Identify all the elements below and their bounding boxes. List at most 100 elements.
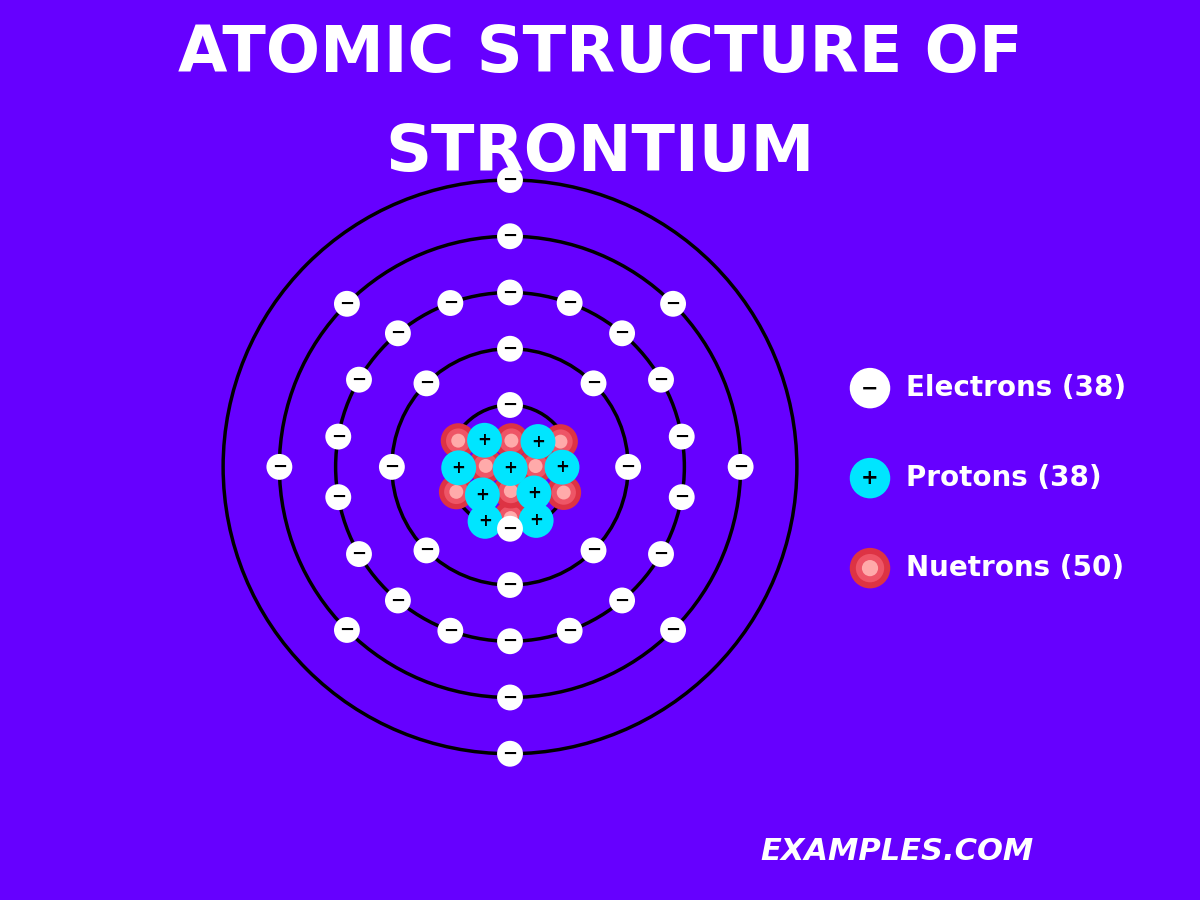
Circle shape: [499, 428, 523, 453]
Circle shape: [581, 371, 606, 396]
Circle shape: [544, 424, 578, 459]
Text: −: −: [666, 621, 680, 639]
Circle shape: [414, 537, 439, 563]
Text: +: +: [529, 511, 544, 529]
Circle shape: [346, 367, 372, 392]
Circle shape: [493, 451, 528, 486]
Circle shape: [497, 741, 523, 767]
Text: +: +: [503, 460, 517, 478]
Text: −: −: [352, 371, 366, 389]
Text: −: −: [503, 632, 517, 650]
Circle shape: [546, 475, 581, 510]
Circle shape: [552, 481, 576, 505]
Circle shape: [862, 560, 878, 576]
Text: −: −: [503, 576, 517, 594]
Circle shape: [557, 485, 571, 500]
Text: +: +: [527, 484, 541, 502]
Circle shape: [523, 454, 547, 478]
Text: −: −: [620, 458, 636, 476]
Text: Protons (38): Protons (38): [906, 464, 1102, 492]
Circle shape: [497, 392, 523, 418]
Text: +: +: [862, 468, 878, 488]
Text: −: −: [614, 591, 630, 609]
Circle shape: [668, 484, 695, 510]
Text: −: −: [384, 458, 400, 476]
Circle shape: [497, 516, 523, 542]
Circle shape: [446, 428, 470, 453]
Circle shape: [467, 423, 502, 458]
Circle shape: [379, 454, 404, 480]
Circle shape: [499, 479, 523, 503]
Circle shape: [516, 475, 551, 510]
Circle shape: [610, 320, 635, 346]
Text: Nuetrons (50): Nuetrons (50): [906, 554, 1124, 582]
Circle shape: [474, 454, 498, 478]
Text: ATOMIC STRUCTURE OF: ATOMIC STRUCTURE OF: [178, 23, 1022, 85]
Text: −: −: [272, 458, 287, 476]
Text: −: −: [390, 324, 406, 342]
Text: −: −: [352, 545, 366, 563]
Circle shape: [442, 450, 476, 485]
Text: −: −: [419, 542, 434, 560]
Circle shape: [518, 503, 553, 538]
Circle shape: [497, 685, 523, 710]
Text: −: −: [331, 488, 346, 506]
Circle shape: [440, 423, 475, 458]
Circle shape: [518, 449, 553, 483]
Circle shape: [479, 459, 493, 472]
Circle shape: [346, 541, 372, 567]
Circle shape: [451, 434, 466, 447]
Text: −: −: [503, 284, 517, 302]
Circle shape: [497, 223, 523, 249]
Circle shape: [504, 484, 518, 498]
Circle shape: [504, 511, 517, 525]
Circle shape: [668, 424, 695, 449]
Circle shape: [385, 320, 410, 346]
Circle shape: [468, 504, 503, 539]
Text: −: −: [443, 294, 458, 312]
Circle shape: [498, 506, 523, 530]
Text: −: −: [562, 622, 577, 640]
Text: +: +: [478, 431, 492, 449]
Circle shape: [557, 290, 582, 316]
Text: −: −: [503, 688, 517, 706]
Circle shape: [850, 548, 890, 589]
Text: −: −: [340, 295, 354, 313]
Circle shape: [850, 368, 890, 409]
Text: −: −: [503, 744, 517, 762]
Circle shape: [648, 541, 674, 567]
Text: −: −: [586, 374, 601, 392]
Circle shape: [325, 424, 352, 449]
Circle shape: [266, 454, 293, 480]
Text: −: −: [503, 396, 517, 414]
Circle shape: [660, 291, 686, 317]
Text: −: −: [654, 545, 668, 563]
Circle shape: [497, 628, 523, 654]
Circle shape: [334, 291, 360, 317]
Circle shape: [497, 572, 523, 598]
Circle shape: [850, 458, 890, 499]
Text: +: +: [478, 512, 492, 530]
Text: +: +: [451, 459, 466, 477]
Circle shape: [497, 167, 523, 193]
Text: −: −: [862, 378, 878, 398]
Text: −: −: [331, 428, 346, 446]
Text: Electrons (38): Electrons (38): [906, 374, 1126, 402]
Circle shape: [449, 485, 463, 499]
Circle shape: [557, 617, 582, 644]
Text: −: −: [340, 621, 354, 639]
Circle shape: [439, 474, 474, 509]
Circle shape: [616, 454, 641, 480]
Circle shape: [727, 454, 754, 480]
Circle shape: [493, 473, 528, 508]
Circle shape: [464, 477, 499, 512]
Circle shape: [438, 290, 463, 316]
Circle shape: [548, 429, 572, 454]
Circle shape: [493, 500, 528, 536]
Text: −: −: [562, 294, 577, 312]
Text: −: −: [666, 295, 680, 313]
Circle shape: [494, 423, 529, 458]
Text: −: −: [419, 374, 434, 392]
Circle shape: [648, 367, 674, 392]
Text: −: −: [733, 458, 748, 476]
